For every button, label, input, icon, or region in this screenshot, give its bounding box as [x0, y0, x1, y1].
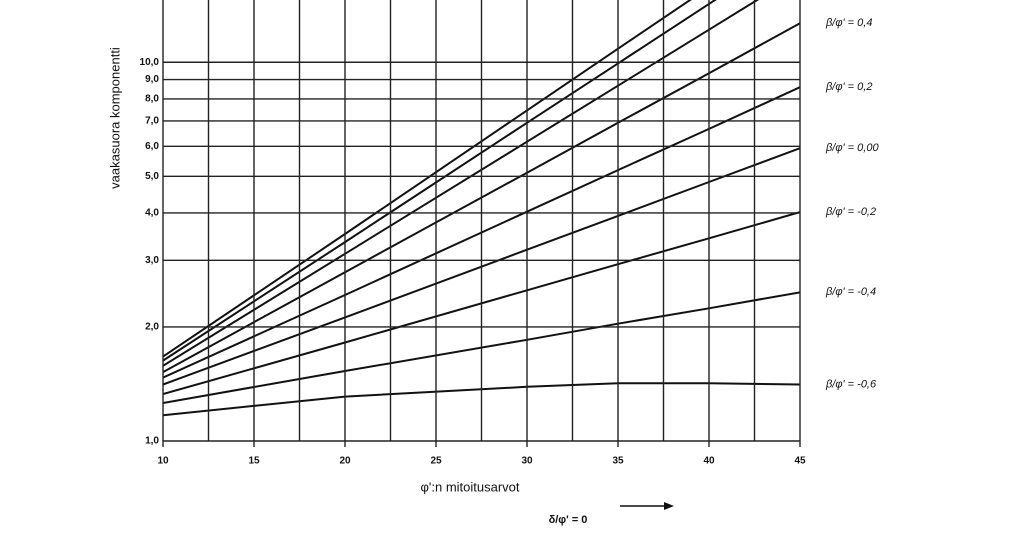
- legend-label: β/φ' = -0,2: [825, 206, 876, 218]
- arrow-head: [664, 502, 674, 510]
- y-tick-label: 1,0: [145, 436, 159, 447]
- y-tick-label: 2,0: [145, 322, 159, 333]
- x-tick-label: 20: [339, 456, 351, 467]
- y-tick-label: 6,0: [145, 141, 159, 152]
- y-tick-label: 10,0: [140, 57, 160, 68]
- legend-label: β/φ' = 0,4: [825, 17, 872, 29]
- legend-label: β/φ' = -0,4: [825, 286, 876, 298]
- legend-label: β/φ' = 0,2: [825, 81, 872, 93]
- y-tick-label: 5,0: [145, 171, 159, 182]
- x-axis-title: φ':n mitoitusarvot: [420, 479, 519, 494]
- y-axis-title: vaakasuora komponentti: [107, 47, 122, 189]
- x-tick-label: 15: [248, 456, 260, 467]
- x-tick-label: 25: [430, 456, 442, 467]
- x-tick-label: 45: [794, 456, 806, 467]
- legend-label: β/φ' = -0,6: [825, 378, 877, 390]
- y-tick-label: 4,0: [145, 208, 159, 219]
- x-tick-label: 40: [703, 456, 715, 467]
- x-tick-label: 35: [612, 456, 624, 467]
- y-tick-label: 8,0: [145, 94, 159, 105]
- y-tick-label: 9,0: [145, 74, 159, 85]
- legend-label: β/φ' = 0,00: [825, 142, 879, 154]
- x-tick-label: 10: [157, 456, 169, 467]
- y-tick-label: 3,0: [145, 255, 159, 266]
- x-tick-label: 30: [521, 456, 533, 467]
- y-tick-label: 7,0: [145, 116, 159, 127]
- note: δ/φ' = 0: [549, 514, 588, 526]
